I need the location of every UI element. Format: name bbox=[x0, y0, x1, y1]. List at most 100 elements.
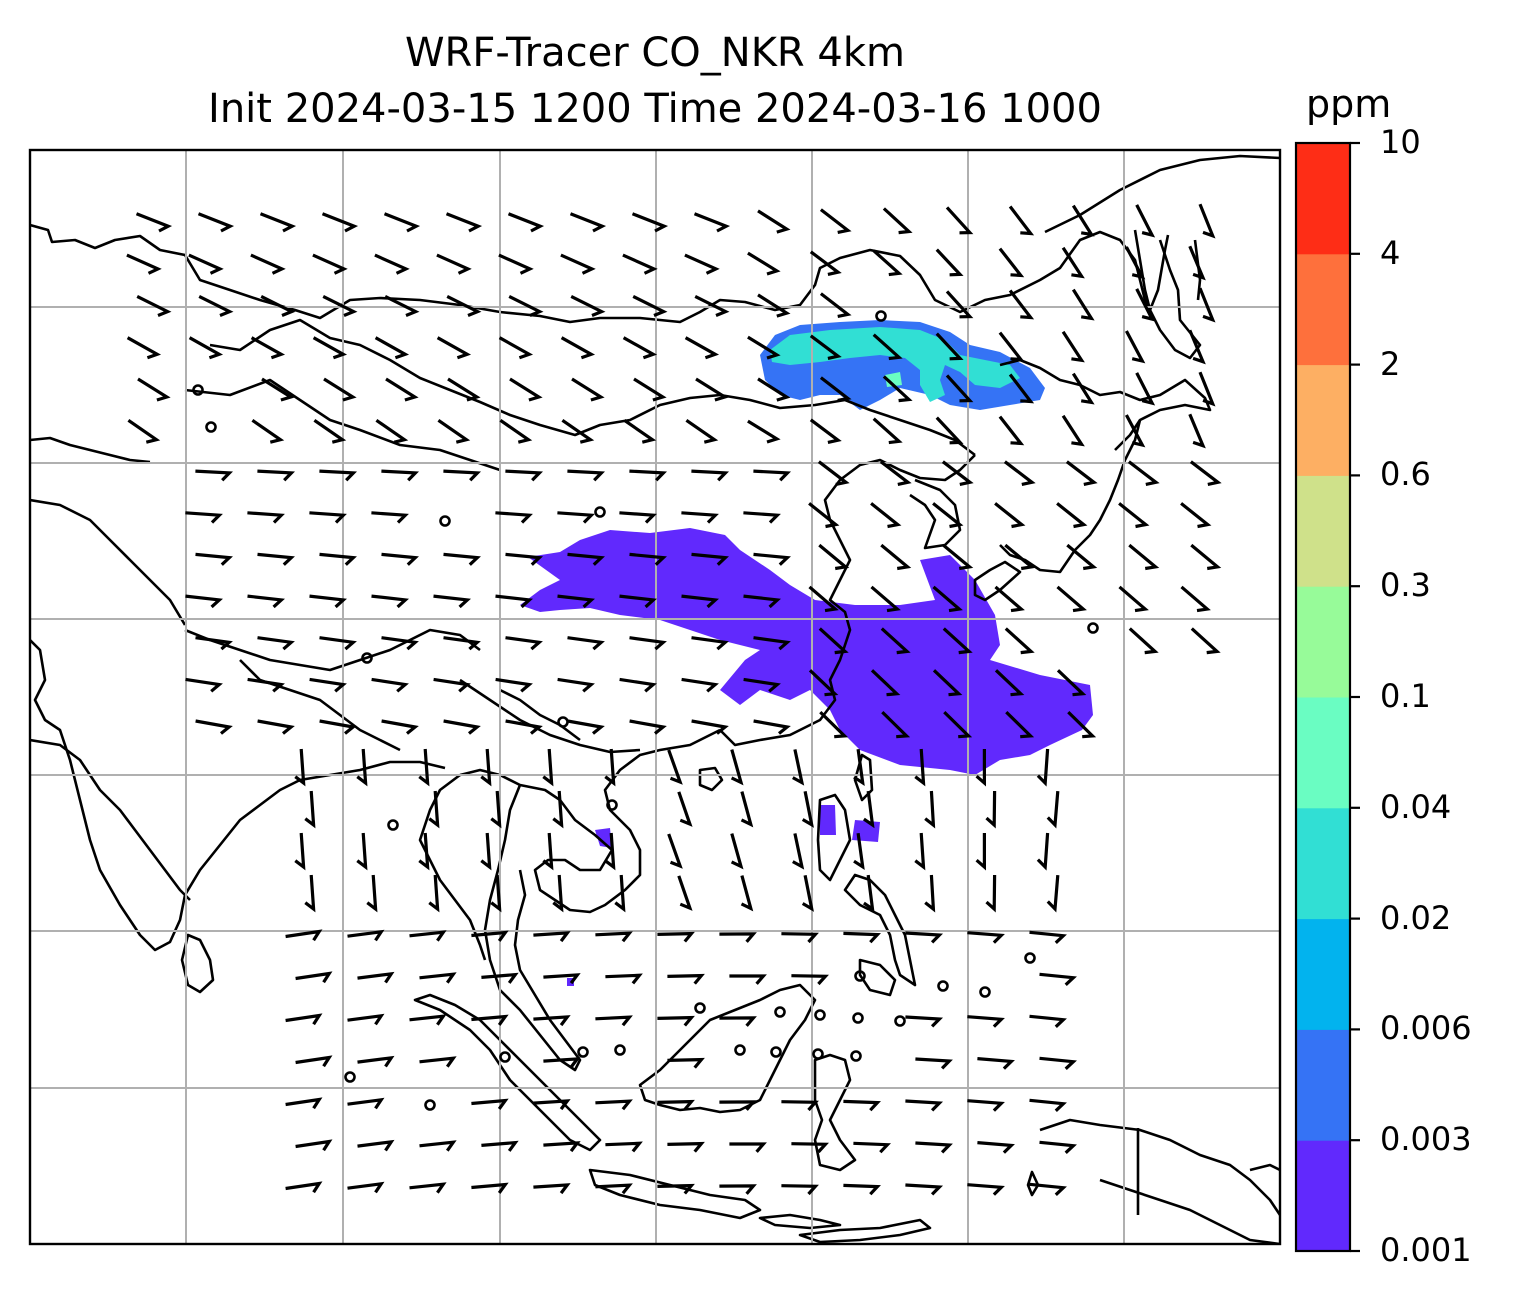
wind-barb bbox=[863, 874, 875, 913]
wind-barb bbox=[533, 1099, 571, 1111]
calm-marker bbox=[854, 970, 866, 982]
coastlines bbox=[30, 154, 1280, 1244]
wind-barb bbox=[499, 418, 533, 444]
colorbar-tick-label: 0.6 bbox=[1380, 455, 1431, 494]
wind-barb bbox=[629, 636, 667, 651]
wind-barb bbox=[127, 418, 161, 444]
wind-barb bbox=[1056, 585, 1087, 613]
wind-barb bbox=[533, 1015, 571, 1027]
coast-newguinea-south bbox=[1099, 1178, 1280, 1244]
colorbar-tick-label: 0.006 bbox=[1380, 1009, 1472, 1048]
wind-barb bbox=[691, 469, 730, 482]
wind-barb bbox=[135, 212, 173, 233]
wind-barb bbox=[942, 627, 973, 655]
wind-barb bbox=[490, 874, 502, 913]
coast-sakhalin bbox=[1133, 229, 1170, 312]
calm-marker bbox=[1087, 622, 1099, 634]
wind-barb bbox=[1008, 373, 1035, 404]
wind-barb bbox=[740, 875, 754, 912]
wind-barb bbox=[1071, 204, 1095, 237]
calm-marker bbox=[774, 1006, 786, 1018]
wind-barb bbox=[994, 669, 1025, 697]
wind-barb bbox=[371, 594, 409, 609]
wind-barb bbox=[998, 415, 1025, 446]
wind-barb bbox=[695, 377, 729, 402]
wind-barb bbox=[295, 1055, 333, 1068]
wind-barb bbox=[932, 502, 964, 529]
wind-barb bbox=[781, 932, 819, 944]
wind-barb bbox=[507, 212, 545, 233]
wind-barb bbox=[409, 930, 447, 942]
coast-bay-bengal bbox=[30, 738, 191, 901]
wind-barb bbox=[1127, 460, 1160, 486]
wind-barb bbox=[357, 1055, 395, 1068]
wind-barb bbox=[480, 748, 492, 787]
border-inland-6 bbox=[459, 678, 641, 754]
wind-barb bbox=[505, 552, 543, 566]
wind-barb bbox=[924, 874, 936, 913]
wind-barb bbox=[719, 1184, 757, 1195]
wind-barb bbox=[261, 377, 295, 402]
wind-barb bbox=[309, 594, 347, 609]
wind-barb bbox=[374, 336, 410, 360]
wind-barb bbox=[495, 594, 533, 609]
wind-barb bbox=[623, 418, 657, 444]
wind-barb bbox=[753, 552, 791, 566]
wind-barb bbox=[753, 469, 792, 482]
wind-barb bbox=[309, 511, 347, 524]
coast-mindanao bbox=[858, 958, 897, 997]
calm-marker bbox=[614, 1044, 626, 1056]
wind-barb bbox=[817, 460, 850, 486]
wind-barb bbox=[247, 511, 285, 524]
colorbar-band-0 bbox=[1296, 1140, 1350, 1252]
wind-barb bbox=[677, 875, 693, 911]
coast-japan-south bbox=[973, 560, 1022, 602]
wind-barb bbox=[543, 1141, 581, 1153]
wind-barb bbox=[809, 418, 842, 444]
wind-barb bbox=[915, 1057, 953, 1070]
wind-barb bbox=[185, 594, 223, 609]
wind-barb bbox=[792, 749, 805, 786]
wind-barb bbox=[629, 469, 668, 482]
colorbar-tick-label: 0.02 bbox=[1380, 898, 1452, 937]
wind-barb bbox=[1036, 748, 1050, 787]
wind-barb bbox=[753, 636, 791, 651]
wind-barb bbox=[1118, 585, 1149, 613]
calm-marker bbox=[594, 506, 606, 518]
coast-luzon bbox=[816, 793, 852, 882]
coast-china-mongolia bbox=[209, 318, 976, 457]
wind-barb bbox=[381, 552, 419, 566]
wind-barb bbox=[443, 469, 482, 482]
calm-marker bbox=[344, 1071, 356, 1083]
wind-barb bbox=[136, 294, 172, 317]
coast-timor bbox=[798, 1218, 932, 1244]
wind-barb bbox=[1036, 832, 1050, 871]
wind-barb bbox=[285, 1181, 323, 1194]
colorbar-band-8 bbox=[1296, 253, 1350, 366]
wind-barb bbox=[691, 719, 729, 735]
wind-barb bbox=[1118, 502, 1150, 529]
wind-barb bbox=[357, 1139, 395, 1152]
wind-barb bbox=[1198, 203, 1216, 239]
calm-marker bbox=[875, 310, 887, 322]
wind-barb bbox=[753, 719, 791, 735]
wind-barb bbox=[319, 469, 358, 482]
wind-barb bbox=[619, 594, 657, 609]
wind-barb bbox=[561, 418, 595, 444]
wind-barb bbox=[792, 833, 805, 870]
colorbar-band-3 bbox=[1296, 807, 1350, 920]
coast-philippines bbox=[843, 873, 917, 987]
wind-barb bbox=[419, 1056, 457, 1068]
border-inland-7 bbox=[499, 688, 581, 742]
wind-barb bbox=[905, 1183, 944, 1196]
wind-barb bbox=[1188, 329, 1206, 365]
wind-barb bbox=[691, 636, 729, 651]
wind-barb bbox=[872, 333, 903, 361]
wind-barb bbox=[1124, 246, 1146, 280]
wind-barb bbox=[322, 294, 358, 317]
plume-vietnam bbox=[595, 828, 612, 848]
wind-barb bbox=[967, 931, 1005, 944]
calm-marker bbox=[387, 819, 399, 831]
calm-marker bbox=[606, 799, 618, 811]
wind-barb bbox=[935, 416, 964, 445]
